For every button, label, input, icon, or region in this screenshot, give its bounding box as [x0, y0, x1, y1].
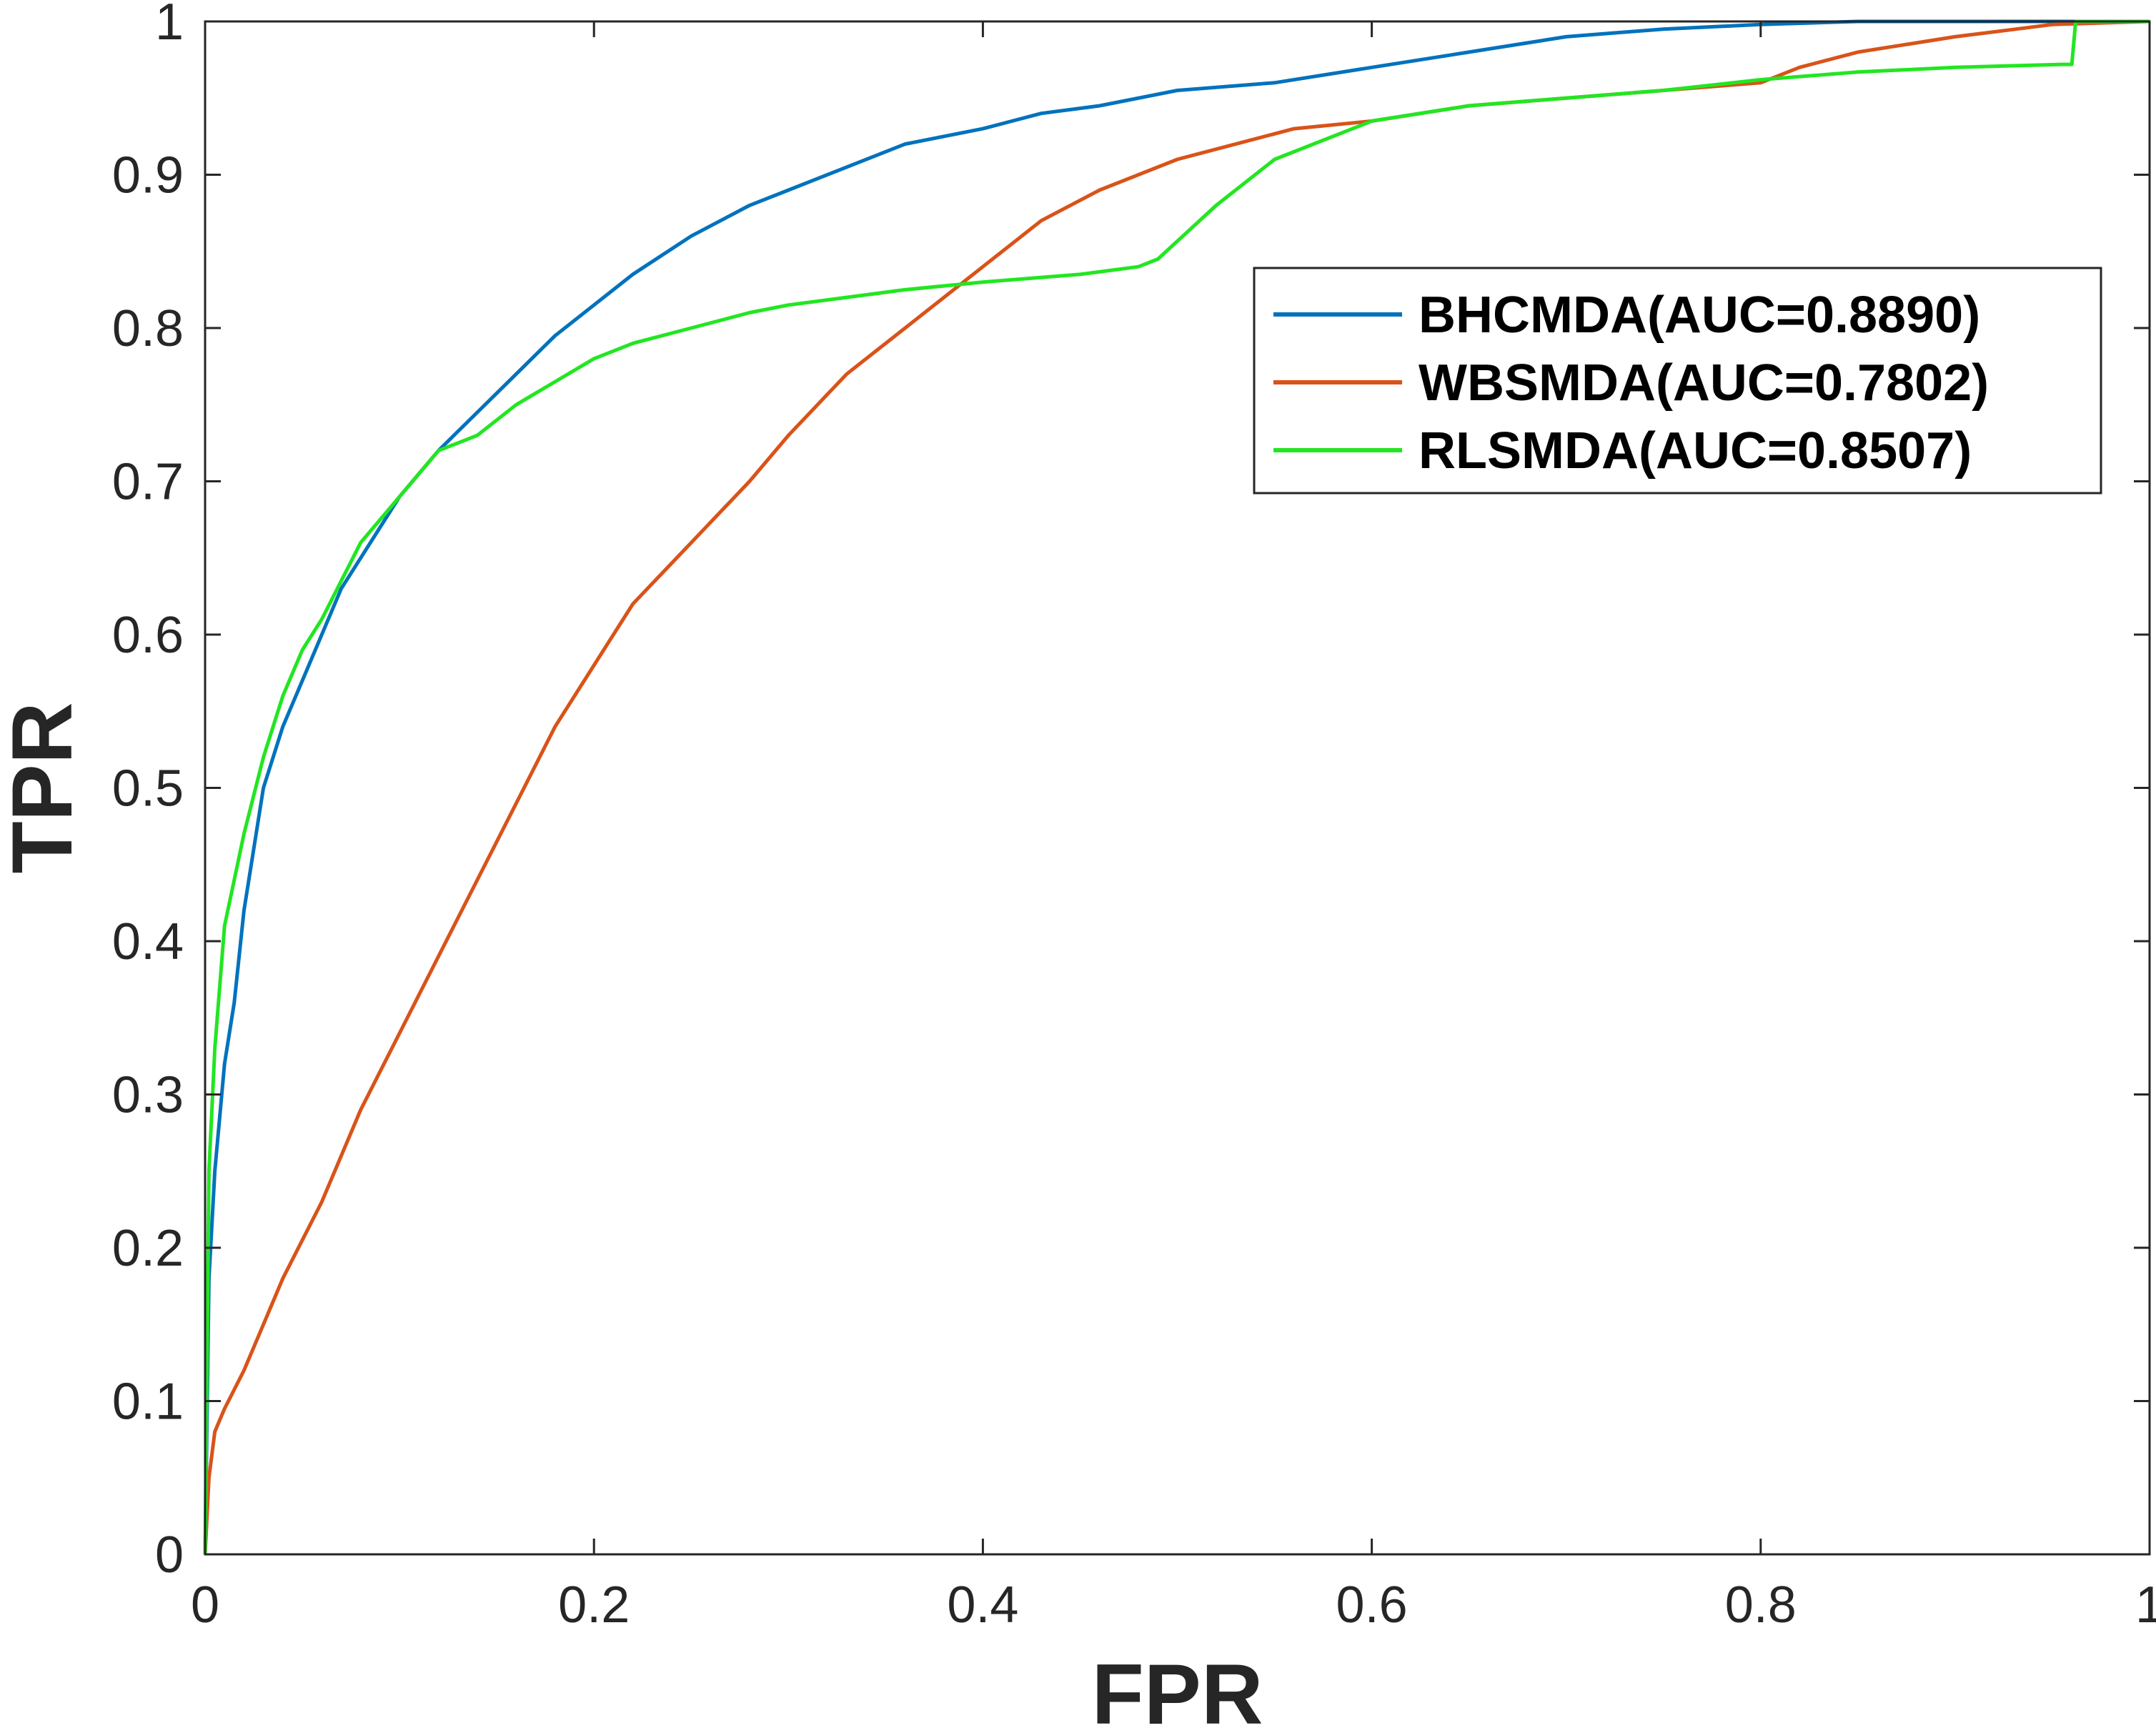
x-tick-label: 0.4	[947, 1576, 1018, 1634]
y-tick-label: 0.1	[112, 1374, 184, 1431]
legend: BHCMDA(AUC=0.8890) WBSMDA(AUC=0.7802) RLSM…	[1253, 267, 2102, 495]
legend-label-1: BHCMDA(AUC=0.8890)	[1419, 287, 1980, 344]
legend-label-3: RLSMDA(AUC=0.8507)	[1419, 422, 1972, 480]
y-tick-label: 0.6	[112, 607, 184, 664]
y-tick-label: 0.7	[112, 454, 184, 511]
x-tick-label: 0	[191, 1576, 219, 1634]
x-tick-label: 1	[2135, 1576, 2156, 1634]
y-tick-label: 0.8	[112, 300, 184, 357]
series-layer	[203, 19, 2150, 1555]
x-tick-label: 0.2	[558, 1576, 630, 1634]
y-tick-label: 0.9	[112, 147, 184, 204]
x-axis-title: FPR	[1092, 1647, 1263, 1733]
y-tick-label: 1	[155, 0, 184, 51]
y-tick-label: 0.5	[112, 760, 184, 818]
y-tick-label: 0.3	[112, 1067, 184, 1124]
y-tick-label: 0.2	[112, 1220, 184, 1277]
x-tick-label: 0.6	[1336, 1576, 1408, 1634]
tick-layer: 0 0.2 0.4 0.6 0.8 1 0 0.1 0.2 0.3 0.4 0.5 0.6 0.7 0.8 0…	[112, 0, 2156, 1634]
y-tick-label: 0.4	[112, 913, 184, 970]
legend-label-2: WBSMDA(AUC=0.7802)	[1419, 354, 1989, 412]
series-line-1	[203, 19, 2150, 1555]
x-tick-label: 0.8	[1725, 1576, 1797, 1634]
series-line-3	[203, 19, 2150, 1555]
y-axis-title: TPR	[0, 702, 90, 874]
y-tick-label: 0	[155, 1526, 184, 1584]
